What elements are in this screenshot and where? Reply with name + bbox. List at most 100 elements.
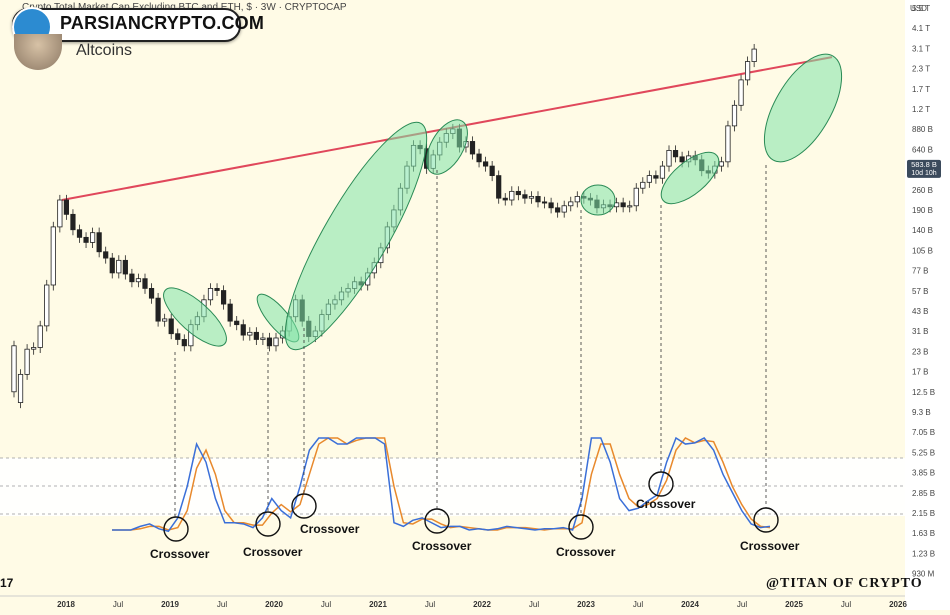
time-tick-label: Jul xyxy=(217,600,227,609)
candle xyxy=(633,187,639,207)
price-tick-label: 640 B xyxy=(912,145,933,154)
candle xyxy=(24,348,30,375)
highlight-ellipse xyxy=(163,287,227,347)
candle xyxy=(666,150,672,167)
time-tick-label: 2024 xyxy=(681,600,699,609)
candle xyxy=(175,333,181,340)
price-tick-label: 31 B xyxy=(912,327,928,336)
candle xyxy=(17,373,24,403)
candle xyxy=(653,175,659,179)
candle xyxy=(496,175,502,199)
candle xyxy=(482,161,489,167)
stoch-k-line xyxy=(112,436,771,533)
author-credit: @TITAN OF CRYPTO xyxy=(766,576,923,591)
candle xyxy=(555,207,561,213)
candle xyxy=(627,205,633,208)
price-tick-label: 12.5 B xyxy=(912,388,935,397)
price-tick-label: 880 B xyxy=(912,125,933,134)
crossover-circle xyxy=(753,507,779,533)
last-price-tag xyxy=(907,159,941,178)
candle xyxy=(214,287,220,291)
candle xyxy=(240,324,246,336)
time-tick-label: Jul xyxy=(529,600,539,609)
time-tick-label: Jul xyxy=(841,600,851,609)
candle xyxy=(731,104,738,127)
candle xyxy=(227,303,233,322)
candle xyxy=(646,175,652,183)
price-tick-label: 930 M xyxy=(912,570,935,579)
candle xyxy=(50,226,56,286)
crossover-circle xyxy=(648,471,674,497)
candle xyxy=(738,79,744,106)
candle xyxy=(509,190,515,201)
candle xyxy=(103,251,109,259)
highlight-ellipse xyxy=(763,53,843,163)
candle xyxy=(469,141,476,155)
price-tick-label: 2.15 B xyxy=(912,509,935,518)
price-tick-label: 1.2 T xyxy=(912,105,930,114)
crossover-label: Crossover xyxy=(556,545,616,559)
candle xyxy=(260,337,266,340)
price-tick-label: 140 B xyxy=(912,226,933,235)
candle xyxy=(718,161,725,167)
highlight-ellipse xyxy=(660,151,720,205)
crossover-label: Crossover xyxy=(300,522,360,536)
time-tick-label: 2020 xyxy=(265,600,283,609)
time-tick-label: Jul xyxy=(321,600,331,609)
candle xyxy=(129,273,135,283)
candle xyxy=(90,232,96,243)
price-tick-label: 190 B xyxy=(912,206,933,215)
candle xyxy=(659,165,666,179)
candle xyxy=(31,347,37,350)
price-tick-label: 4.1 T xyxy=(912,24,930,33)
countdown-value: 10d 10h xyxy=(911,170,936,177)
candle xyxy=(247,331,253,336)
candle xyxy=(207,287,214,301)
time-tick-label: 2018 xyxy=(57,600,75,609)
crossover-circle xyxy=(568,514,594,540)
candle xyxy=(181,339,187,347)
candle xyxy=(541,201,548,204)
candle xyxy=(522,194,528,199)
candle xyxy=(574,196,580,203)
highlight-ellipse xyxy=(284,121,428,351)
candle xyxy=(83,236,89,243)
candle xyxy=(273,337,279,347)
price-tick-label: 77 B xyxy=(912,267,928,276)
price-tick-label: 5.25 B xyxy=(912,448,935,457)
candle xyxy=(515,190,521,196)
price-tick-label: 1.23 B xyxy=(912,549,935,558)
candle xyxy=(109,257,115,274)
candle xyxy=(135,278,142,283)
crossover-circle xyxy=(255,511,281,537)
currency-label: USD xyxy=(910,4,927,13)
price-tick-label: 1.7 T xyxy=(912,85,930,94)
price-tick-label: 57 B xyxy=(912,287,928,296)
crossover-label: Crossover xyxy=(412,539,472,553)
candle xyxy=(640,181,646,189)
candle xyxy=(44,284,50,327)
time-tick-label: Jul xyxy=(633,600,643,609)
price-tick-label: 17 B xyxy=(912,368,928,377)
crossover-circle xyxy=(424,508,450,534)
candle xyxy=(162,318,168,322)
crossover-label: Crossover xyxy=(150,547,210,561)
price-tick-label: 105 B xyxy=(912,246,933,255)
candle xyxy=(502,197,508,201)
time-tick-label: Jul xyxy=(425,600,435,609)
candle xyxy=(476,153,482,163)
time-tick-label: 2026 xyxy=(889,600,907,609)
crossover-circle xyxy=(291,493,317,519)
time-tick-label: Jul xyxy=(737,600,747,609)
time-tick-label: 2021 xyxy=(369,600,387,609)
candle xyxy=(548,202,554,209)
price-tick-label: 3.85 B xyxy=(912,469,935,478)
candle xyxy=(234,320,240,326)
candle xyxy=(679,156,685,163)
stoch-d-line xyxy=(112,437,771,531)
candle xyxy=(70,213,76,231)
candle xyxy=(266,337,273,347)
candle xyxy=(63,199,69,215)
time-tick-label: 2022 xyxy=(473,600,491,609)
